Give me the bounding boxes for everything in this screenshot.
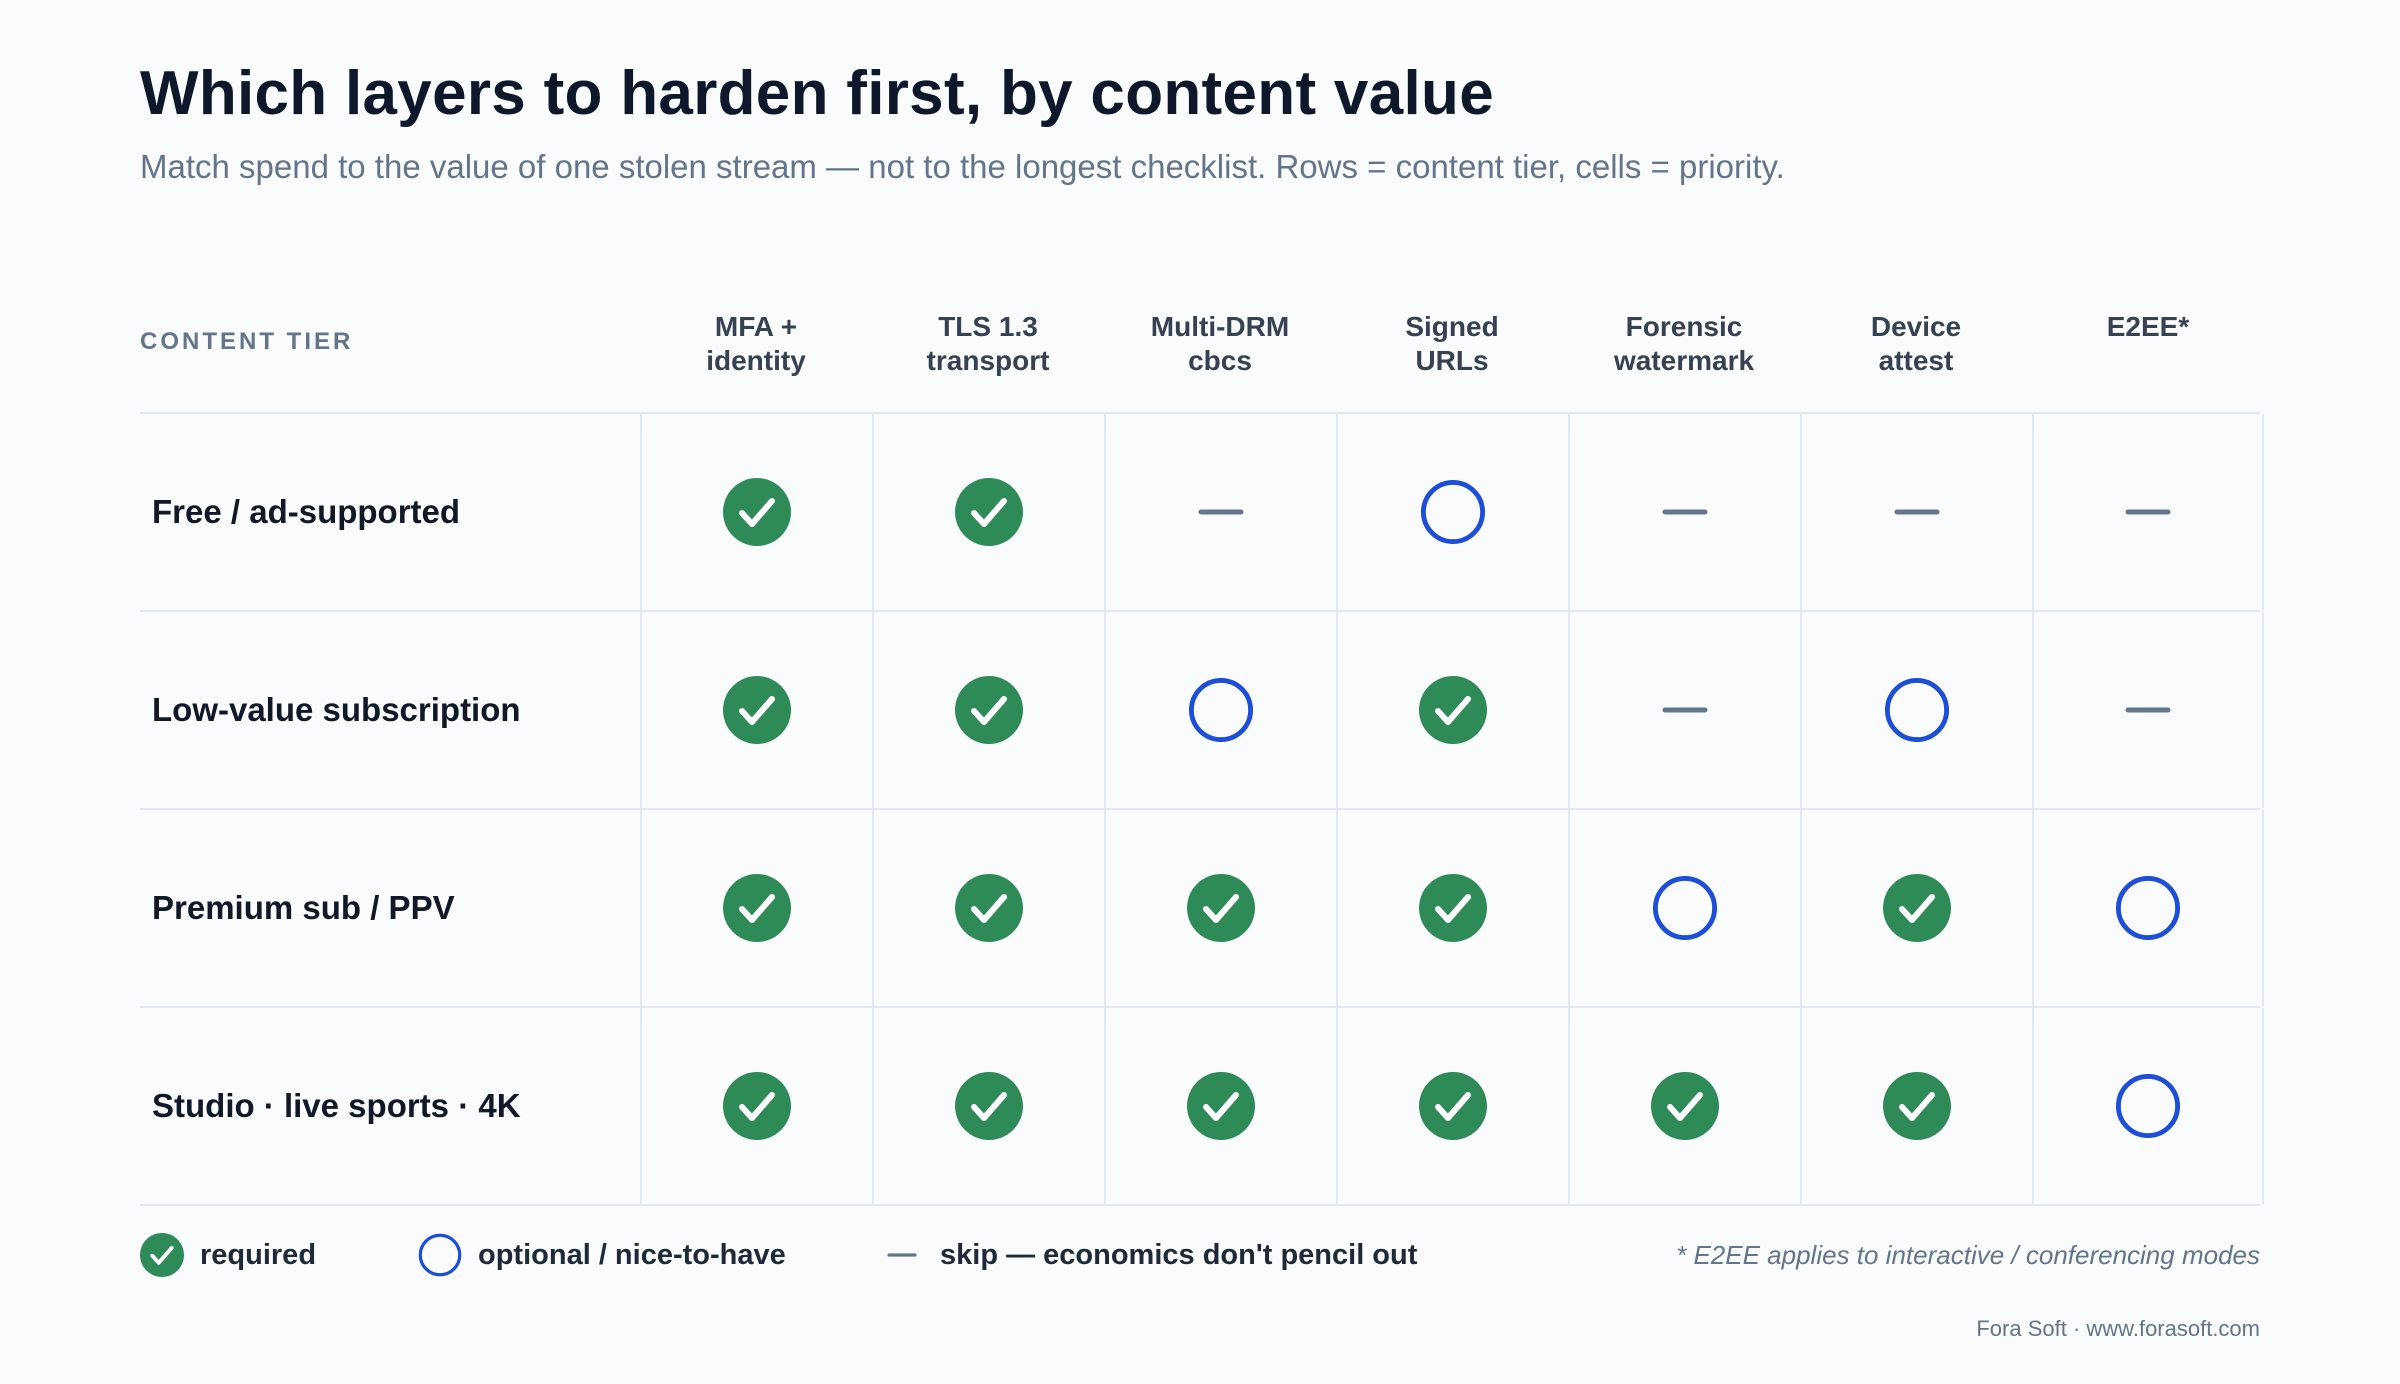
- open-circle-icon: [418, 1233, 478, 1277]
- open-circle-icon: [1652, 875, 1718, 941]
- cell-watermark: [1568, 810, 1800, 1006]
- check-circle-icon: [723, 874, 791, 942]
- matrix-body: Free / ad-supported Low-value subscriptio…: [140, 412, 2264, 1206]
- column-header-tls: TLS 1.3 transport: [926, 311, 1050, 376]
- cell-e2ee: [2032, 612, 2264, 808]
- cell-tls: [872, 1008, 1104, 1204]
- cell-mfa: [640, 414, 872, 610]
- row-label: Studio · live sports · 4K: [152, 1087, 521, 1124]
- dash-icon: [2114, 676, 2182, 744]
- content-tier-header: CONTENT TIER: [140, 328, 354, 355]
- cell-e2ee: [2032, 414, 2264, 610]
- open-circle-icon: [2115, 1073, 2181, 1139]
- legend-skip: skip — economics don't pencil out: [880, 1230, 1417, 1280]
- open-circle-icon: [2115, 875, 2181, 941]
- cell-signed-urls: [1336, 1008, 1568, 1204]
- dash-icon: [880, 1233, 940, 1277]
- cell-device-attest: [1800, 612, 2032, 808]
- cell-mfa: [640, 612, 872, 808]
- check-circle-icon: [955, 874, 1023, 942]
- cell-device-attest: [1800, 1008, 2032, 1204]
- legend-skip-label: skip — economics don't pencil out: [940, 1238, 1418, 1271]
- column-header-signed-urls: Signed URLs: [1405, 311, 1499, 376]
- legend-required: required: [140, 1230, 316, 1280]
- matrix-row: Free / ad-supported: [140, 414, 2264, 612]
- row-label: Low-value subscription: [152, 691, 521, 728]
- check-circle-icon: [1187, 874, 1255, 942]
- legend: required optional / nice-to-have skip — …: [140, 1230, 2260, 1280]
- check-circle-icon: [1419, 874, 1487, 942]
- cell-e2ee: [2032, 810, 2264, 1006]
- column-header-e2ee: E2EE*: [2106, 311, 2190, 342]
- dash-icon: [1187, 478, 1255, 546]
- check-circle-icon: [723, 478, 791, 546]
- legend-optional-label: optional / nice-to-have: [478, 1238, 786, 1271]
- e2ee-footnote: * E2EE applies to interactive / conferen…: [1676, 1239, 2260, 1270]
- column-header-drm: Multi-DRM cbcs: [1150, 311, 1290, 376]
- dash-icon: [1883, 478, 1951, 546]
- cell-mfa: [640, 810, 872, 1006]
- cell-watermark: [1568, 612, 1800, 808]
- page-subtitle: Match spend to the value of one stolen s…: [140, 148, 1785, 185]
- check-circle-icon: [1419, 1072, 1487, 1140]
- cell-tls: [872, 810, 1104, 1006]
- matrix-row: Premium sub / PPV: [140, 810, 2264, 1008]
- dash-icon: [1651, 676, 1719, 744]
- cell-drm: [1104, 612, 1336, 808]
- cell-drm: [1104, 1008, 1336, 1204]
- check-circle-icon: [955, 1072, 1023, 1140]
- check-circle-icon: [1883, 1072, 1951, 1140]
- check-circle-icon: [955, 478, 1023, 546]
- cell-signed-urls: [1336, 810, 1568, 1006]
- dash-icon: [2114, 478, 2182, 546]
- cell-mfa: [640, 1008, 872, 1204]
- matrix-row: Low-value subscription: [140, 612, 2264, 810]
- check-circle-icon: [1187, 1072, 1255, 1140]
- cell-signed-urls: [1336, 612, 1568, 808]
- row-label: Free / ad-supported: [152, 493, 461, 530]
- check-circle-icon: [140, 1233, 200, 1277]
- matrix-header: CONTENT TIER MFA + identity TLS 1.3 tran…: [140, 290, 2260, 412]
- legend-optional: optional / nice-to-have: [418, 1230, 786, 1280]
- footer-credit: Fora Soft · www.forasoft.com: [1976, 1316, 2260, 1341]
- cell-tls: [872, 414, 1104, 610]
- cell-e2ee: [2032, 1008, 2264, 1204]
- check-circle-icon: [1651, 1072, 1719, 1140]
- cell-watermark: [1568, 1008, 1800, 1204]
- check-circle-icon: [955, 676, 1023, 744]
- cell-device-attest: [1800, 414, 2032, 610]
- cell-drm: [1104, 810, 1336, 1006]
- row-label: Premium sub / PPV: [152, 889, 455, 926]
- cell-tls: [872, 612, 1104, 808]
- matrix-row: Studio · live sports · 4K: [140, 1008, 2264, 1204]
- cell-signed-urls: [1336, 414, 1568, 610]
- column-header-watermark: Forensic watermark: [1613, 311, 1755, 376]
- dash-icon: [1651, 478, 1719, 546]
- cell-watermark: [1568, 414, 1800, 610]
- open-circle-icon: [1188, 677, 1254, 743]
- legend-required-label: required: [200, 1238, 317, 1271]
- check-circle-icon: [1419, 676, 1487, 744]
- page-title: Which layers to harden first, by content…: [140, 59, 1494, 128]
- column-header-mfa: MFA + identity: [706, 311, 806, 376]
- open-circle-icon: [1420, 479, 1486, 545]
- check-circle-icon: [723, 676, 791, 744]
- cell-device-attest: [1800, 810, 2032, 1006]
- priority-matrix: CONTENT TIER MFA + identity TLS 1.3 tran…: [140, 290, 2264, 1206]
- cell-drm: [1104, 414, 1336, 610]
- check-circle-icon: [1883, 874, 1951, 942]
- column-header-device-attest: Device attest: [1870, 311, 1962, 376]
- check-circle-icon: [723, 1072, 791, 1140]
- open-circle-icon: [1884, 677, 1950, 743]
